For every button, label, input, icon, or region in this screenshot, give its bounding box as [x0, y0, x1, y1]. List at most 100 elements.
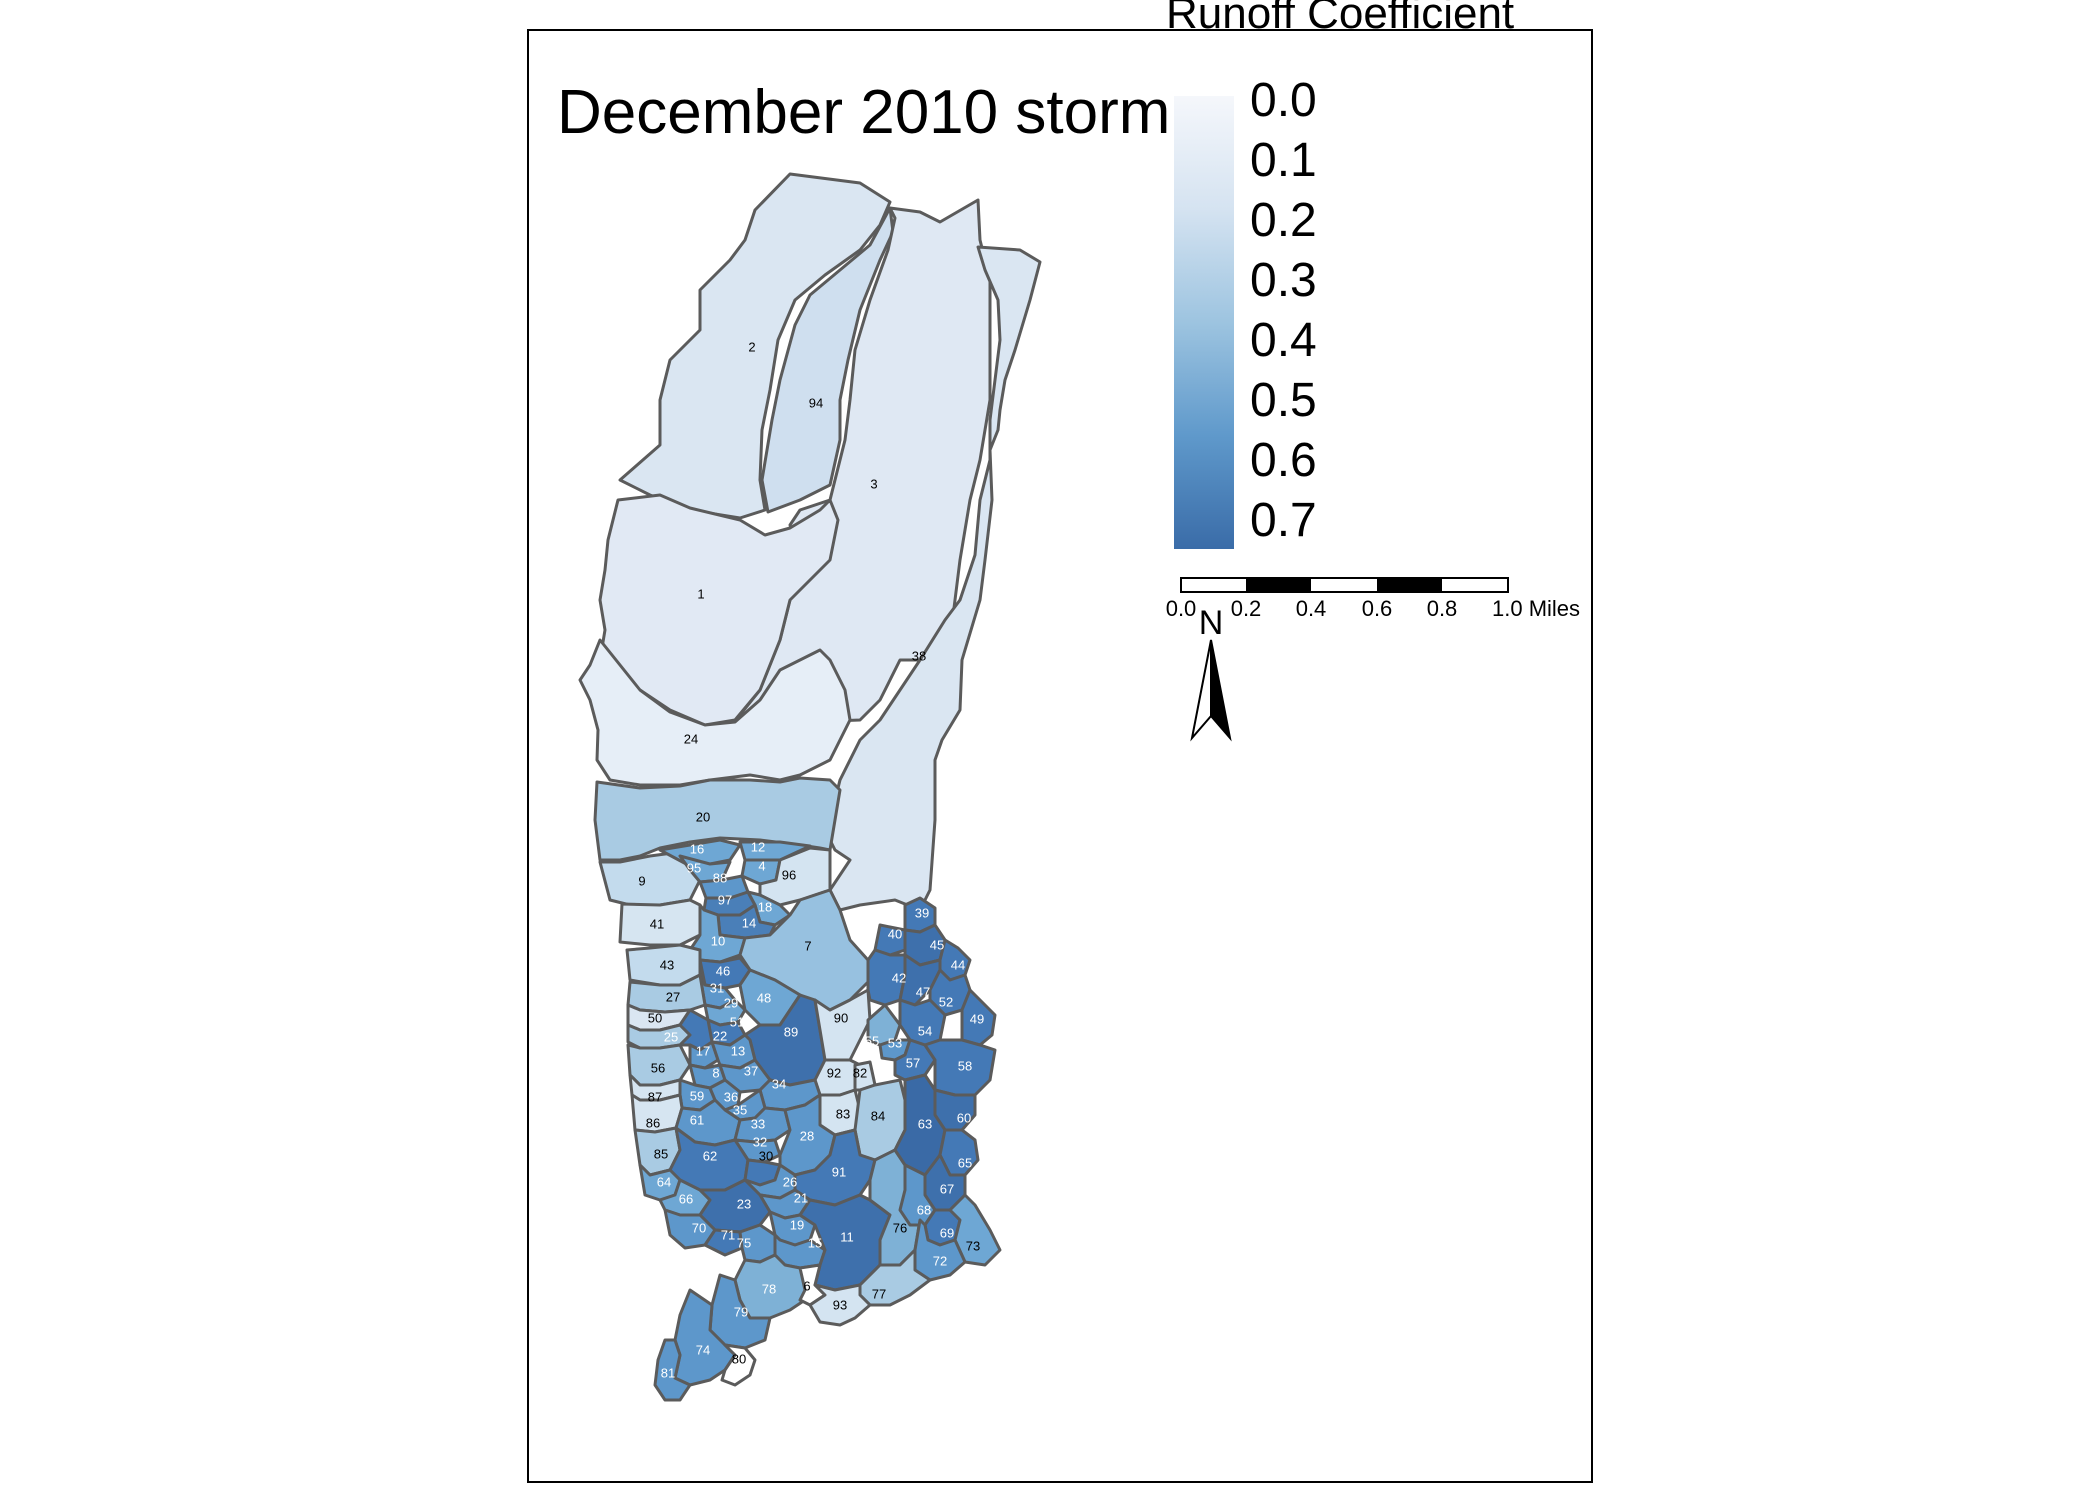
label-11: 11	[840, 1229, 854, 1244]
legend: Runoff Coefficient 0.0 0.1 0.2 0.3 0.4 0…	[1166, 0, 1514, 549]
subbasin-1[interactable]	[598, 493, 840, 727]
north-arrow: N	[1190, 604, 1232, 742]
label-63: 63	[918, 1116, 932, 1131]
label-58: 58	[958, 1058, 972, 1073]
scale-tick-1: 0.2	[1231, 596, 1262, 621]
label-49: 49	[970, 1011, 984, 1026]
label-2: 2	[748, 339, 755, 354]
label-44: 44	[951, 957, 965, 972]
label-29: 29	[724, 995, 738, 1010]
subbasin-labels: 2 94 3 1 38 24 20 16 12 95 4 9 88 96 97 …	[638, 339, 984, 1380]
label-55: 55	[865, 1033, 879, 1048]
label-85: 85	[654, 1146, 668, 1161]
label-65: 65	[958, 1155, 972, 1170]
map-title: December 2010 storm	[557, 78, 1170, 147]
scale-bar-frame	[1180, 577, 1509, 593]
subbasin-73[interactable]	[948, 1193, 1002, 1267]
legend-tick-5: 0.5	[1250, 374, 1317, 427]
label-83: 83	[836, 1106, 850, 1121]
north-arrow-label: N	[1199, 604, 1224, 642]
label-27: 27	[666, 989, 680, 1004]
label-66: 66	[679, 1191, 693, 1206]
legend-tick-4: 0.4	[1250, 314, 1317, 367]
label-89: 89	[784, 1024, 798, 1039]
scale-bar-segment-2	[1246, 578, 1311, 592]
subbasin-2[interactable]	[618, 172, 892, 520]
label-97: 97	[718, 892, 732, 907]
label-43: 43	[660, 957, 674, 972]
label-36: 36	[724, 1089, 738, 1104]
label-40: 40	[888, 926, 902, 941]
label-38: 38	[912, 648, 926, 663]
label-25: 25	[664, 1029, 678, 1044]
label-20: 20	[696, 809, 710, 824]
label-61: 61	[690, 1112, 704, 1127]
label-88: 88	[713, 870, 727, 885]
label-75: 75	[737, 1235, 751, 1250]
label-71: 71	[721, 1227, 735, 1242]
label-19: 19	[790, 1217, 804, 1232]
label-91: 91	[832, 1164, 846, 1179]
label-92: 92	[827, 1065, 841, 1080]
label-17: 17	[696, 1043, 710, 1058]
label-72: 72	[933, 1253, 947, 1268]
label-57: 57	[906, 1055, 920, 1070]
label-56: 56	[651, 1060, 665, 1075]
label-3: 3	[870, 476, 877, 491]
label-9: 9	[638, 873, 645, 888]
subbasin-42[interactable]	[866, 948, 907, 1007]
label-77: 77	[872, 1286, 886, 1301]
label-54: 54	[918, 1023, 932, 1038]
label-4: 4	[758, 858, 765, 873]
label-96: 96	[782, 867, 796, 882]
subbasin-81[interactable]	[653, 1338, 692, 1402]
legend-title: Runoff Coefficient	[1166, 0, 1514, 38]
label-74: 74	[696, 1342, 710, 1357]
label-69: 69	[940, 1225, 954, 1240]
label-79: 79	[734, 1304, 748, 1319]
label-80: 80	[732, 1351, 746, 1366]
label-14: 14	[742, 915, 756, 930]
label-23: 23	[737, 1196, 751, 1211]
label-52: 52	[939, 994, 953, 1009]
label-13: 13	[731, 1043, 745, 1058]
subbasin-24[interactable]	[578, 638, 852, 787]
scale-bar-segment-4	[1377, 578, 1442, 592]
label-78: 78	[762, 1281, 776, 1296]
label-60: 60	[957, 1110, 971, 1125]
scale-bar: 0.0 0.2 0.4 0.6 0.8 1.0 Miles	[1166, 577, 1580, 621]
legend-tick-2: 0.2	[1250, 194, 1317, 247]
label-81: 81	[661, 1365, 675, 1380]
label-32: 32	[753, 1134, 767, 1149]
label-90: 90	[834, 1010, 848, 1025]
label-28: 28	[800, 1128, 814, 1143]
subbasin-90[interactable]	[813, 988, 872, 1062]
subbasin-40[interactable]	[873, 923, 907, 957]
label-26: 26	[783, 1174, 797, 1189]
label-62: 62	[703, 1148, 717, 1163]
label-30: 30	[759, 1148, 773, 1163]
label-15: 15	[808, 1235, 822, 1250]
label-34: 34	[772, 1076, 786, 1091]
label-94: 94	[809, 395, 823, 410]
scale-tick-5: 1.0 Miles	[1492, 596, 1580, 621]
legend-tick-1: 0.1	[1250, 134, 1317, 187]
subbasin-49[interactable]	[960, 988, 997, 1047]
label-10: 10	[711, 933, 725, 948]
label-93: 93	[833, 1297, 847, 1312]
label-64: 64	[657, 1174, 671, 1189]
label-21: 21	[794, 1190, 808, 1205]
subbasin-93[interactable]	[808, 1283, 872, 1327]
label-53: 53	[888, 1035, 902, 1050]
label-6: 6	[803, 1278, 810, 1293]
label-87: 87	[648, 1089, 662, 1104]
label-48: 48	[757, 990, 771, 1005]
subbasin-80[interactable]	[720, 1343, 757, 1387]
subbasin-96[interactable]	[758, 846, 832, 907]
label-47: 47	[916, 984, 930, 999]
subbasin-94[interactable]	[760, 206, 895, 514]
label-82: 82	[853, 1065, 867, 1080]
label-31: 31	[710, 980, 724, 995]
label-67: 67	[940, 1181, 954, 1196]
